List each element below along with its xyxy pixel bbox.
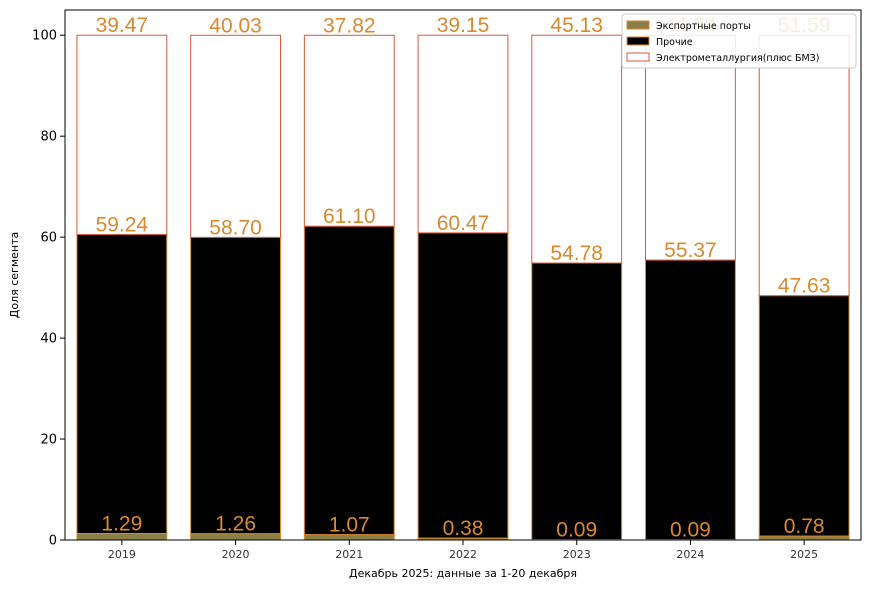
label-other-2023: 54.78 — [550, 242, 603, 265]
label-other-2024: 55.37 — [664, 239, 717, 262]
label-export-ports-2020: 1.26 — [215, 513, 256, 536]
label-electrometallurgy-2019: 39.47 — [96, 14, 149, 37]
label-other-2021: 61.10 — [323, 205, 376, 228]
legend-swatch-export-ports — [626, 20, 650, 30]
legend-label-export-ports: Экспортные порты — [656, 21, 751, 32]
x-tick-label-2021: 2021 — [335, 548, 363, 561]
label-electrometallurgy-2023: 45.13 — [550, 14, 603, 37]
y-axis-label: Доля сегмента — [8, 232, 21, 318]
label-other-2025: 47.63 — [778, 275, 831, 298]
bar-other-2023 — [531, 262, 623, 541]
bar-other-2024 — [645, 259, 736, 541]
bar-electrometallurgy-2020 — [190, 34, 281, 238]
bar-other-2019 — [76, 233, 168, 534]
bar-electrometallurgy-2021 — [303, 34, 395, 227]
bar-other-2021 — [303, 225, 395, 536]
x-tick-label-2024: 2024 — [676, 548, 704, 561]
y-tick-label: 100 — [32, 29, 57, 44]
label-export-ports-2025: 0.78 — [784, 515, 825, 538]
legend-label-other: Прочие — [656, 37, 693, 48]
legend-swatch-electrometallurgy — [626, 52, 650, 62]
label-export-ports-2023: 0.09 — [556, 519, 597, 542]
x-tick-label-2022: 2022 — [449, 548, 477, 561]
bar-electrometallurgy-2023 — [531, 34, 623, 264]
label-other-2019: 59.24 — [96, 213, 149, 236]
bar-electrometallurgy-2022 — [417, 34, 509, 234]
label-export-ports-2024: 0.09 — [670, 519, 711, 542]
bar-electrometallurgy-2025 — [758, 34, 850, 297]
label-export-ports-2021: 1.07 — [329, 514, 370, 537]
bar-other-2020 — [190, 236, 281, 535]
label-other-2022: 60.47 — [437, 212, 490, 235]
y-tick-label: 20 — [40, 433, 57, 448]
legend: Экспортные порты Прочие Электрометаллургия… — [621, 13, 857, 69]
y-tick-label: 0 — [49, 534, 57, 549]
bar-other-2022 — [417, 232, 509, 539]
x-axis-label: Декабрь 2025: данные за 1-20 декабря — [349, 567, 577, 580]
x-tick-label-2019: 2019 — [108, 548, 136, 561]
legend-swatch-other — [626, 36, 650, 46]
bar-electrometallurgy-2019 — [76, 34, 168, 235]
x-tick-label-2025: 2025 — [790, 548, 818, 561]
legend-label-electrometallurgy: Электрометаллургия(плюс БМЗ) — [656, 53, 819, 64]
bar-electrometallurgy-2024 — [645, 34, 736, 261]
label-export-ports-2019: 1.29 — [101, 512, 142, 535]
x-tick-label-2023: 2023 — [563, 548, 591, 561]
label-export-ports-2022: 0.38 — [443, 517, 484, 540]
label-electrometallurgy-2021: 37.82 — [323, 14, 376, 37]
label-other-2020: 58.70 — [209, 216, 262, 239]
y-tick-label: 40 — [40, 332, 57, 347]
x-tick-label-2020: 2020 — [222, 548, 250, 561]
bar-other-2025 — [758, 295, 850, 537]
y-tick-label: 80 — [40, 130, 57, 145]
legend-box — [621, 13, 857, 69]
label-electrometallurgy-2020: 40.03 — [209, 14, 262, 37]
label-electrometallurgy-2022: 39.15 — [437, 14, 490, 37]
y-tick-label: 60 — [40, 231, 57, 246]
